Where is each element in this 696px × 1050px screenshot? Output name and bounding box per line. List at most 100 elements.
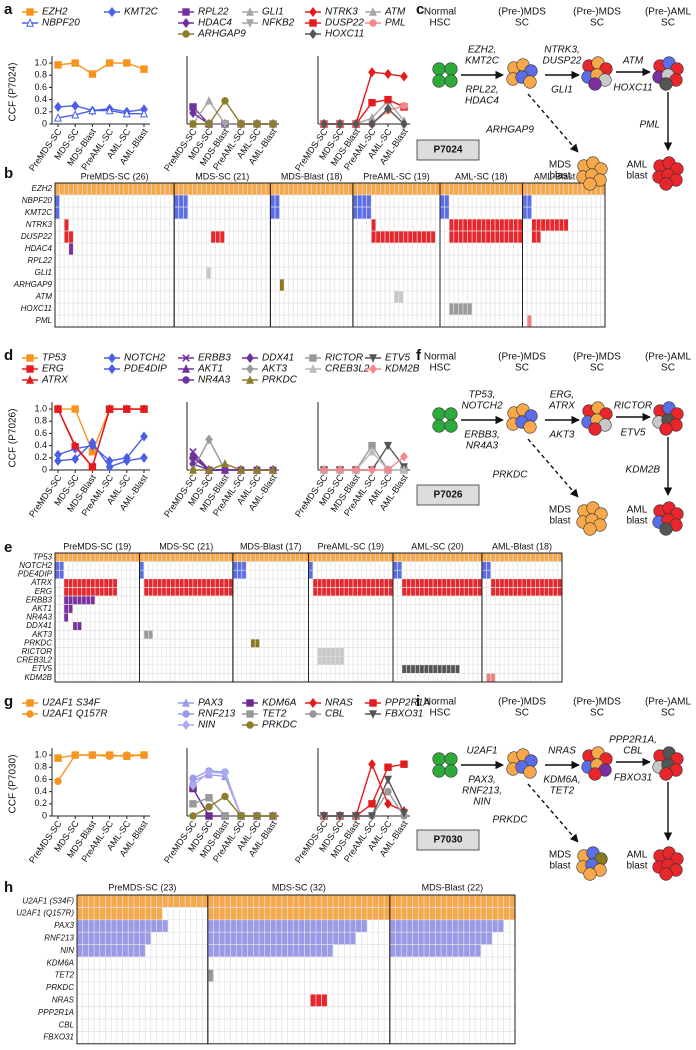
arrow <box>527 438 579 498</box>
data-point <box>336 464 344 476</box>
mutation-cells <box>527 315 532 327</box>
y-tick-label: 0.2 <box>34 798 47 808</box>
stage-label: SC <box>661 708 675 719</box>
mutation-cells <box>206 267 211 279</box>
mutation-cells <box>401 664 460 674</box>
data-point <box>400 71 408 82</box>
mutation-label: ERBB3, <box>464 430 500 441</box>
data-point <box>237 120 245 128</box>
mutation-label: HDAC4 <box>465 96 499 107</box>
legend-marker <box>182 719 190 731</box>
data-point <box>88 462 97 471</box>
data-point <box>105 404 114 413</box>
gene-label: PRKDC <box>24 638 52 647</box>
legend-label: DDX41 <box>262 353 294 364</box>
mutation-label: TET2 <box>550 786 575 797</box>
gene-label: ERBB3 <box>26 595 53 604</box>
group-label: AML-Blast (18) <box>492 541 552 551</box>
stage-label: (Pre-)AML <box>645 7 692 18</box>
data-point <box>221 768 229 779</box>
legend-label: PPP2R1A <box>385 698 430 709</box>
cell-icon <box>444 74 458 88</box>
gene-label: ATM <box>35 292 53 301</box>
mutation-label: DUSP22 <box>543 56 582 67</box>
panel-letter: a <box>4 1 13 18</box>
group-label: AML-SC (18) <box>455 171 508 181</box>
data-point <box>71 100 80 111</box>
legend-marker <box>246 699 254 707</box>
mutation-label: PRKDC <box>492 470 528 481</box>
gene-label: KMT2C <box>25 208 52 217</box>
mutation-label: HOXC11 <box>613 83 652 94</box>
gene-label: TET2 <box>54 971 74 980</box>
series-line <box>324 790 405 817</box>
legend-label: KMT2C <box>124 7 159 18</box>
legend-marker <box>182 17 190 29</box>
panel-letter: g <box>4 693 13 710</box>
data-point <box>71 59 79 67</box>
data-point <box>205 794 213 802</box>
data-point <box>400 760 408 768</box>
data-point <box>320 118 328 130</box>
group-label: AML-Blast (18) <box>534 171 594 181</box>
mutation-cells <box>68 243 74 255</box>
patient-box <box>416 484 480 506</box>
series-line <box>324 71 405 125</box>
data-point <box>352 464 360 476</box>
gene-label: FBXO31 <box>43 1033 74 1042</box>
data-point <box>140 431 148 442</box>
data-point <box>269 812 277 820</box>
gene-label: U2AF1 (S34F) <box>22 896 74 905</box>
y-tick-label: 0.4 <box>34 94 47 104</box>
data-point <box>54 754 62 762</box>
legend-label: PAX3 <box>198 698 223 709</box>
mutation-label: EZH2, <box>468 45 496 56</box>
mutation-label: KMT2C <box>465 56 500 67</box>
legend-label: RICTOR <box>325 353 363 364</box>
data-point <box>400 118 408 130</box>
data-point <box>237 812 245 820</box>
stage-label: Normal <box>424 7 456 18</box>
mutation-label: KDM2B <box>626 465 661 476</box>
legend-marker <box>182 364 190 373</box>
data-point <box>205 434 213 445</box>
gene-label: PPP2R1A <box>38 1008 74 1017</box>
gene-label: PDE4DIP <box>18 570 53 579</box>
mutation-cells <box>139 561 144 571</box>
data-point <box>368 800 376 808</box>
gene-label: AKT3 <box>31 630 53 639</box>
data-point <box>123 751 131 759</box>
mutation-cells <box>77 932 151 945</box>
cell-icon <box>523 765 537 779</box>
panel-letter: b <box>4 165 13 182</box>
legend-marker <box>246 352 254 364</box>
data-point <box>189 780 197 791</box>
mutation-cells <box>174 183 271 195</box>
gene-label: ERG <box>35 587 52 596</box>
data-point <box>88 105 97 115</box>
y-tick-label: 0.4 <box>34 786 47 796</box>
legend-label: FBXO31 <box>385 709 423 720</box>
stage-label: (Pre-)MDS <box>498 7 546 18</box>
cell-icon <box>444 407 458 421</box>
data-point <box>122 108 131 118</box>
cell-icon <box>432 419 446 433</box>
stage-label: (Pre-)MDS <box>573 352 621 363</box>
data-point <box>336 118 344 130</box>
data-point <box>189 120 197 128</box>
gene-label: RPL22 <box>28 256 53 265</box>
y-tick-label: 0.2 <box>34 452 47 462</box>
legend-marker <box>182 710 190 718</box>
data-point <box>189 812 197 820</box>
panel-letter: h <box>4 879 13 896</box>
data-point <box>88 751 97 759</box>
series-line <box>57 754 144 782</box>
legend-label: NR4A3 <box>198 375 231 386</box>
gene-label: KDM2B <box>24 673 52 682</box>
series-line <box>193 463 273 471</box>
legend-marker <box>369 354 377 363</box>
mutation-label: ATM <box>622 56 644 67</box>
legend-label: PML <box>385 18 406 29</box>
mutation-cells <box>449 303 473 315</box>
mutation-cells <box>308 553 393 562</box>
